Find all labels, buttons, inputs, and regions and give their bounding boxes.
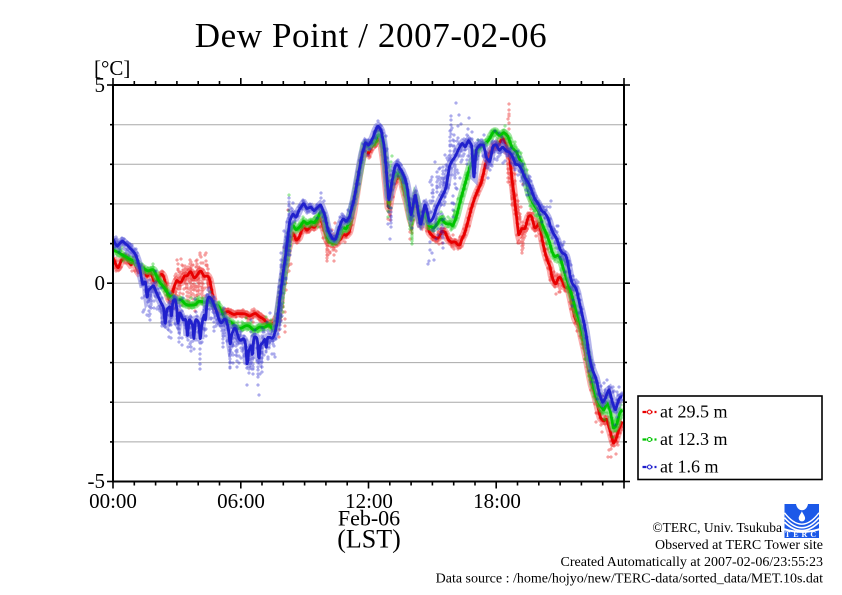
- svg-text:©TERC, Univ. Tsukuba: ©TERC, Univ. Tsukuba: [652, 520, 782, 535]
- svg-text:12:00: 12:00: [345, 489, 393, 513]
- svg-text:06:00: 06:00: [217, 489, 265, 513]
- svg-text:0: 0: [95, 271, 106, 295]
- svg-text:(LST): (LST): [337, 525, 401, 554]
- svg-text:-5: -5: [88, 469, 106, 493]
- svg-text:Feb-06: Feb-06: [338, 506, 400, 531]
- svg-text:Created Automatically at 2007-: Created Automatically at 2007-02-06/23:5…: [561, 555, 823, 570]
- svg-text:Dew Point / 2007-02-06: Dew Point / 2007-02-06: [195, 16, 548, 55]
- svg-text:00:00: 00:00: [89, 489, 137, 513]
- svg-text:[°C]: [°C]: [94, 56, 130, 80]
- svg-text:Data source : /home/hojyo/new/: Data source : /home/hojyo/new/TERC-data/…: [436, 572, 823, 587]
- svg-text:5: 5: [95, 73, 106, 97]
- svg-text:at 29.5 m: at 29.5 m: [660, 402, 728, 422]
- svg-text:18:00: 18:00: [473, 489, 521, 513]
- svg-text:Observed at TERC Tower site: Observed at TERC Tower site: [655, 538, 823, 553]
- svg-text:at 1.6 m: at 1.6 m: [660, 457, 719, 477]
- svg-text:at 12.3 m: at 12.3 m: [660, 429, 728, 449]
- svg-text:TERC: TERC: [785, 530, 819, 539]
